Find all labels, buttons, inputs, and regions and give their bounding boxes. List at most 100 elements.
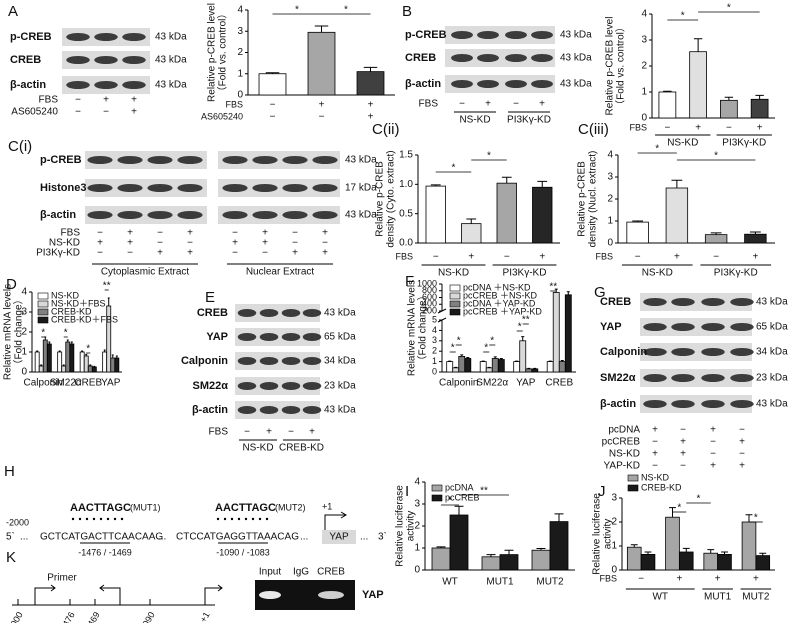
panel-label: C(ii)	[372, 121, 400, 138]
x-row-label: FBS	[225, 99, 243, 109]
x-row-value: −	[664, 123, 670, 134]
x-row-value: −	[635, 252, 641, 263]
x-row-label: FBS	[629, 122, 647, 132]
band	[302, 309, 322, 317]
condition-value: −	[459, 99, 465, 110]
band	[643, 374, 667, 382]
promoter-tss: +1	[322, 501, 332, 511]
bar	[496, 182, 517, 244]
band	[671, 374, 695, 382]
bar	[485, 367, 493, 373]
significance-label: *	[86, 344, 90, 355]
y-axis-label: Relative mRNA levels	[407, 280, 418, 376]
row-label: SM22α	[600, 372, 636, 384]
band	[281, 357, 301, 365]
band	[117, 156, 143, 164]
membrane	[445, 26, 555, 44]
band	[477, 54, 499, 62]
condition-label: NS-KD	[49, 238, 80, 249]
x-tick-label: Calponin	[24, 378, 63, 389]
condition-label: YAP-KD	[604, 461, 641, 472]
y-axis-label: Relative luciferase	[395, 485, 406, 567]
bar	[665, 516, 680, 571]
error-bar	[107, 297, 110, 306]
size-label: 43 kDa	[324, 405, 356, 416]
significance-label: *	[448, 496, 452, 507]
membrane	[640, 395, 752, 413]
significance-label: *	[727, 3, 731, 14]
band	[505, 80, 527, 88]
condition-value: +	[262, 228, 268, 239]
panel-label: G	[594, 284, 606, 301]
error-bar	[48, 341, 51, 344]
band	[147, 211, 173, 219]
x-row-value: −	[270, 100, 276, 111]
bar	[491, 358, 499, 373]
band	[730, 348, 754, 356]
y-axis-label: Relative luciferase	[592, 493, 603, 575]
promoter-gap: ...	[360, 532, 368, 543]
condition-value: −	[97, 248, 103, 259]
y-tick-label: 2	[21, 327, 27, 338]
y-tick-label: 4	[237, 5, 243, 16]
significance-label: *	[490, 336, 494, 347]
significance-label: *	[457, 336, 461, 347]
bar	[626, 221, 649, 244]
x-row-value: +	[674, 252, 680, 263]
promoter-mutant-seq: AACTTAGC	[215, 502, 276, 514]
condition-value: −	[97, 228, 103, 239]
y-axis-label: activity	[406, 511, 417, 542]
chip-decor	[12, 580, 355, 610]
band	[302, 406, 322, 414]
chip-position: -1090	[137, 610, 157, 623]
promoter-end: 3`	[378, 531, 387, 543]
promoter-position: -1476 / -1469	[78, 547, 132, 557]
band	[177, 211, 203, 219]
error-bar	[749, 231, 761, 235]
bar	[458, 355, 466, 373]
size-label: 65 kDa	[324, 332, 356, 343]
band	[701, 348, 725, 356]
size-label: 43 kDa	[560, 30, 592, 41]
band	[312, 184, 338, 192]
bar	[532, 186, 553, 244]
bar	[42, 339, 48, 373]
band	[505, 54, 527, 62]
band	[252, 184, 278, 192]
legend-label: pcCREB ＋NS-KD	[463, 290, 538, 300]
group-label: NS-KD	[242, 443, 273, 454]
y-tick-label: 200	[422, 305, 437, 315]
band	[87, 156, 113, 164]
condition-value: −	[232, 228, 238, 239]
y-axis-label: Relative p-CREB	[577, 161, 588, 237]
condition-value: +	[131, 107, 137, 118]
x-row-value: +	[695, 123, 701, 134]
significance-label: *	[655, 144, 659, 155]
legend-label: pcDNA ＋NS-KD	[463, 282, 531, 292]
chip-lane: Input	[259, 567, 281, 578]
x-row-value: +	[368, 100, 374, 111]
y-tick-label: 3	[611, 493, 617, 504]
size-label: 17 kDa	[345, 183, 377, 194]
error-bar	[682, 547, 690, 552]
band	[237, 406, 257, 414]
row-label: CREB	[10, 54, 41, 66]
y-tick-label: 3	[21, 307, 27, 318]
error-bar	[89, 364, 92, 366]
legend-label: pcDNA ＋YAP-KD	[463, 298, 536, 308]
band	[643, 348, 667, 356]
band	[643, 400, 667, 408]
band	[237, 309, 257, 317]
error-bar	[630, 544, 638, 548]
x-tick-label: MUT1	[486, 577, 514, 588]
bar	[658, 91, 677, 119]
band	[281, 406, 301, 414]
condition-value: +	[131, 95, 137, 106]
band	[237, 333, 257, 341]
condition-value: +	[187, 248, 193, 259]
group-label: NS-KD	[642, 268, 673, 279]
row-label: YAP	[206, 331, 228, 343]
band	[252, 156, 278, 164]
condition-label: FBS	[419, 99, 439, 110]
promoter-start: -2000	[6, 517, 29, 527]
